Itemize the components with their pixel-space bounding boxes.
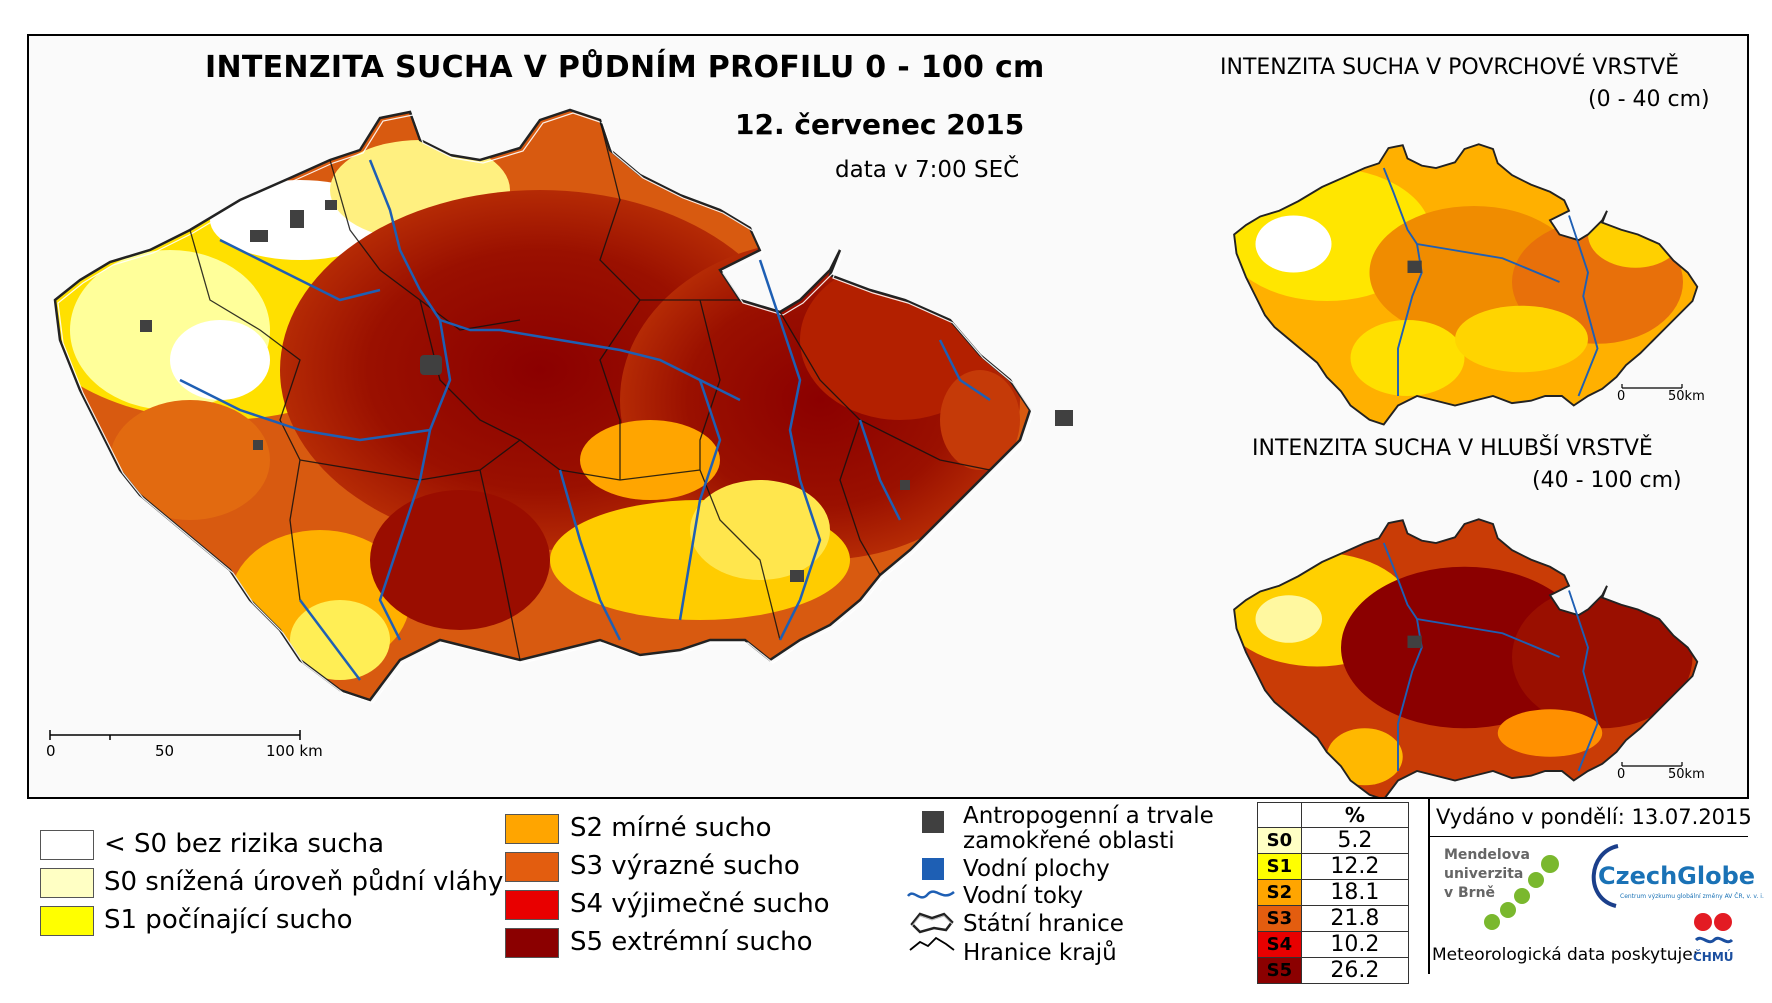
legend-swatch-s4 xyxy=(505,890,559,920)
legend-label-s5: S5 extrémní sucho xyxy=(570,927,813,957)
legend-label-s2: S2 mírné sucho xyxy=(570,813,772,843)
anthropogenic-icon xyxy=(922,811,944,833)
percent-table-header: % xyxy=(1300,802,1410,828)
scale-main-label-0: 0 xyxy=(46,742,56,760)
water-area-icon xyxy=(922,858,944,880)
inset-surface-title: INTENZITA SUCHA V POVRCHOVÉ VRSTVĚ xyxy=(1220,55,1680,80)
table-row: S4 10.2 xyxy=(1257,931,1410,958)
scale-bar-main xyxy=(49,730,301,740)
mendel-dots-icon xyxy=(1484,855,1559,930)
inset-map-deep xyxy=(1233,518,1699,801)
legend-swatch-none xyxy=(40,830,94,860)
percent-value-s5: 26.2 xyxy=(1300,957,1410,984)
meteo-data-provider: Meteorologická data poskytuje: xyxy=(1432,945,1699,965)
percent-table-header-row: % xyxy=(1257,802,1410,828)
legend-state-border: Státní hranice xyxy=(963,911,1124,937)
mendel-logo-line2: univerzita xyxy=(1444,866,1524,882)
scale-bar-inset-surface xyxy=(1621,384,1683,389)
percent-class-s0: S0 xyxy=(1257,827,1302,854)
legend-label-s1: S1 počínající sucho xyxy=(104,905,353,935)
scale-inset-deep-label-0: 0 xyxy=(1617,767,1626,782)
percent-class-s5: S5 xyxy=(1257,957,1302,984)
legend-separator-vertical xyxy=(1428,798,1430,974)
line-legend-icons xyxy=(907,890,955,951)
legend-swatch-s3 xyxy=(505,852,559,882)
scale-bar-inset-deep xyxy=(1621,762,1683,767)
czechglobe-logo: CzechGlobe xyxy=(1598,862,1756,890)
mendel-logo-line3: v Brně xyxy=(1444,885,1496,901)
percent-class-s4: S4 xyxy=(1257,931,1302,958)
inset-surface-depth: (0 - 40 cm) xyxy=(1588,87,1710,112)
map-title: INTENZITA SUCHA V PŮDNÍM PROFILU 0 - 100… xyxy=(205,50,1045,85)
map-date: 12. červenec 2015 xyxy=(735,108,1025,141)
percent-class-s3: S3 xyxy=(1257,905,1302,932)
chmu-logo-text: ČHMÚ xyxy=(1693,950,1734,964)
table-row: S2 18.1 xyxy=(1257,879,1410,906)
scale-inset-surface-label-0: 0 xyxy=(1617,389,1626,404)
percent-value-s0: 5.2 xyxy=(1300,827,1410,854)
inset-map-surface xyxy=(1233,143,1699,426)
czechglobe-subtitle: Centrum výzkumu globální změny AV ČR, v.… xyxy=(1620,893,1764,900)
table-row: S5 26.2 xyxy=(1257,957,1410,984)
scale-main-label-100: 100 km xyxy=(266,742,323,760)
legend-region-border: Hranice krajů xyxy=(963,940,1117,966)
legend-anthropogenic-line2: zamokřené oblasti xyxy=(963,828,1175,854)
scale-main-label-50: 50 xyxy=(155,742,175,760)
percent-class-s1: S1 xyxy=(1257,853,1302,880)
table-row: S1 12.2 xyxy=(1257,853,1410,880)
legend-label-s3: S3 výrazné sucho xyxy=(570,851,800,881)
legend-separator-horizontal xyxy=(1430,836,1748,837)
percent-value-s1: 12.2 xyxy=(1300,853,1410,880)
legend-label-s4: S4 výjimečné sucho xyxy=(570,889,830,919)
legend-swatch-s2 xyxy=(505,814,559,844)
legend-panel xyxy=(27,797,1749,974)
legend-rivers: Vodní toky xyxy=(963,883,1084,909)
mendel-university-logo: Mendelova univerzita v Brně xyxy=(1444,846,1530,903)
percent-table-corner xyxy=(1257,802,1302,828)
inset-deep-title: INTENZITA SUCHA V HLUBŠÍ VRSTVĚ xyxy=(1252,436,1653,461)
mendel-logo-line1: Mendelova xyxy=(1444,847,1530,863)
legend-anthropogenic-line1: Antropogenní a trvale xyxy=(963,803,1214,829)
percent-value-s2: 18.1 xyxy=(1300,879,1410,906)
issued-date: Vydáno v pondělí: 13.07.2015 xyxy=(1436,805,1752,829)
map-time-note: data v 7:00 SEČ xyxy=(835,157,1020,183)
chmu-logo-icon xyxy=(1694,913,1734,944)
percent-class-s2: S2 xyxy=(1257,879,1302,906)
scale-inset-surface-label-50: 50km xyxy=(1668,389,1705,404)
legend-swatch-s0 xyxy=(40,868,94,898)
scale-inset-deep-label-50: 50km xyxy=(1668,767,1705,782)
main-map xyxy=(49,108,1073,740)
percent-value-s4: 10.2 xyxy=(1300,931,1410,958)
legend-swatch-s5 xyxy=(505,928,559,958)
legend-swatch-s1 xyxy=(40,906,94,936)
legend-label-s0: S0 snížená úroveň půdní vláhy xyxy=(104,867,504,897)
legend-water-areas: Vodní plochy xyxy=(963,856,1110,882)
legend-label-none: < S0 bez rizika sucha xyxy=(104,829,385,859)
percent-value-s3: 21.8 xyxy=(1300,905,1410,932)
inset-deep-depth: (40 - 100 cm) xyxy=(1532,468,1682,493)
table-row: S0 5.2 xyxy=(1257,827,1410,854)
percent-table: % S0 5.2 S1 12.2 S2 18.1 S3 21.8 S4 10.2… xyxy=(1257,802,1410,984)
czechglobe-arc-icon xyxy=(1591,844,1619,908)
table-row: S3 21.8 xyxy=(1257,905,1410,932)
